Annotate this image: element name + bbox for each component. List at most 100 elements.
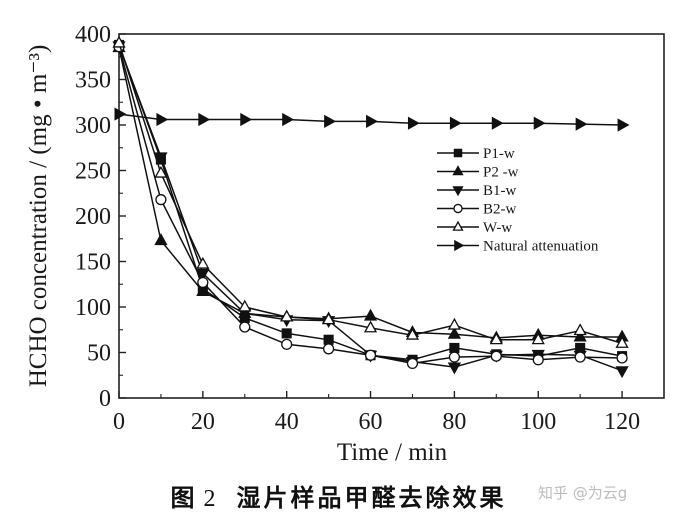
series-b2-w <box>113 41 628 370</box>
triangle-up-filled-marker <box>447 326 461 339</box>
triangle-right-filled-marker <box>198 112 211 127</box>
triangle-down-filled-marker <box>447 362 461 375</box>
triangle-right-filled-marker <box>240 112 253 127</box>
y-tick-label: 0 <box>99 386 111 412</box>
y-axis-title: HCHO concentration / (mg • m⁻³) <box>25 45 52 388</box>
triangle-up-open-marker <box>238 299 252 312</box>
legend-label: B2-w <box>483 202 517 218</box>
y-tick-label: 400 <box>75 22 111 48</box>
triangle-right-filled-marker <box>617 118 630 132</box>
x-tick-label: 60 <box>359 409 383 435</box>
legend-label: P1-w <box>483 146 515 162</box>
y-tick-label: 250 <box>75 159 111 185</box>
series-w-w <box>112 35 629 348</box>
triangle-up-open-marker <box>405 327 420 340</box>
square-marker <box>449 342 460 353</box>
legend-label: P2 -w <box>483 165 519 181</box>
triangle-up-filled-marker <box>363 308 378 321</box>
triangle-up-filled-marker <box>154 233 168 246</box>
legend-item: Natural attenuation <box>437 239 599 255</box>
triangle-down-filled-marker <box>196 268 210 281</box>
series-p2-w <box>112 40 629 343</box>
circle-marker <box>532 354 544 366</box>
triangle-right-filled-marker <box>454 239 465 252</box>
circle-marker <box>448 351 460 363</box>
triangle-down-filled-marker <box>452 186 464 197</box>
x-tick-label: 100 <box>520 409 556 435</box>
triangle-down-filled-marker <box>154 152 168 165</box>
triangle-up-open-marker <box>447 317 461 330</box>
legend-label: Natural attenuation <box>483 239 599 255</box>
triangle-right-filled-marker <box>407 116 420 130</box>
y-tick-label: 200 <box>75 204 111 230</box>
square-marker <box>453 148 463 158</box>
triangle-up-open-marker <box>363 320 378 333</box>
circle-marker <box>239 321 251 333</box>
circle-marker <box>155 194 167 206</box>
triangle-up-filled-marker <box>196 284 210 297</box>
circle-marker <box>616 352 628 364</box>
figure-number: 2 <box>203 486 219 512</box>
legend-item: P1-w <box>437 146 515 162</box>
triangle-right-filled-marker <box>282 112 295 127</box>
figure-label: 图 <box>170 484 198 512</box>
triangle-right-filled-marker <box>575 117 588 131</box>
triangle-up-open-marker <box>112 35 126 48</box>
circle-marker <box>323 343 335 355</box>
circle-marker <box>281 338 293 350</box>
y-tick-label: 100 <box>75 295 111 321</box>
watermark: 知乎 @为云g <box>538 484 628 502</box>
figure-title: 湿片样品甲醛去除效果 <box>236 484 507 512</box>
legend-label: W-w <box>483 220 512 236</box>
y-tick-label: 300 <box>75 113 111 139</box>
legend: P1-w P2 -w B1-w B2-w W-w Natural attenuation <box>437 146 599 255</box>
circle-marker <box>197 276 209 289</box>
figure-caption: 图 2 湿片样品甲醛去除效果 <box>0 478 677 513</box>
x-tick-label: 0 <box>113 409 125 435</box>
y-tick-label: 50 <box>87 341 111 367</box>
triangle-up-open-marker <box>280 309 294 322</box>
plot-axes: 0 50 100 150 200 250 300 350 400 0 20 40 60 80 100 120 <box>75 22 665 435</box>
legend-label: B1-w <box>483 183 517 199</box>
series-layer <box>112 35 630 379</box>
triangle-up-open-marker <box>573 323 587 336</box>
series-natural-attenuation <box>114 107 630 132</box>
circle-marker <box>453 203 463 214</box>
triangle-right-filled-marker <box>114 107 127 121</box>
triangle-right-filled-marker <box>449 116 462 130</box>
square-marker <box>323 334 334 345</box>
x-tick-label: 20 <box>191 409 215 435</box>
triangle-right-filled-marker <box>324 114 337 128</box>
series-line <box>118 42 623 345</box>
legend-item: B1-w <box>437 183 517 199</box>
triangle-down-filled-marker <box>615 366 629 379</box>
circle-marker <box>406 357 419 370</box>
circle-marker <box>574 351 586 363</box>
triangle-up-filled-marker <box>573 329 587 342</box>
y-tick-label: 150 <box>75 250 111 276</box>
triangle-up-filled-marker <box>452 165 464 176</box>
triangle-up-open-marker <box>452 220 464 231</box>
triangle-right-filled-marker <box>156 112 169 127</box>
triangle-right-filled-marker <box>533 116 546 130</box>
x-axis-title: Time / min <box>337 439 448 466</box>
legend-item: W-w <box>437 220 512 236</box>
triangle-right-filled-marker <box>491 116 504 130</box>
triangle-up-open-marker <box>196 256 210 269</box>
y-tick-label: 350 <box>75 68 111 94</box>
legend-item: P2 -w <box>437 165 519 181</box>
circle-marker <box>364 349 377 361</box>
x-tick-label: 80 <box>442 409 466 435</box>
triangle-up-open-marker <box>615 336 629 348</box>
square-marker <box>281 328 292 339</box>
triangle-up-open-marker <box>154 165 168 178</box>
triangle-right-filled-marker <box>366 114 378 128</box>
triangle-up-open-marker <box>322 312 336 325</box>
circle-marker <box>490 350 502 362</box>
triangle-up-open-marker <box>489 332 503 345</box>
x-tick-label: 120 <box>604 409 640 435</box>
legend-item: B2-w <box>437 202 517 218</box>
x-tick-label: 40 <box>275 409 299 435</box>
triangle-up-open-marker <box>531 332 545 345</box>
